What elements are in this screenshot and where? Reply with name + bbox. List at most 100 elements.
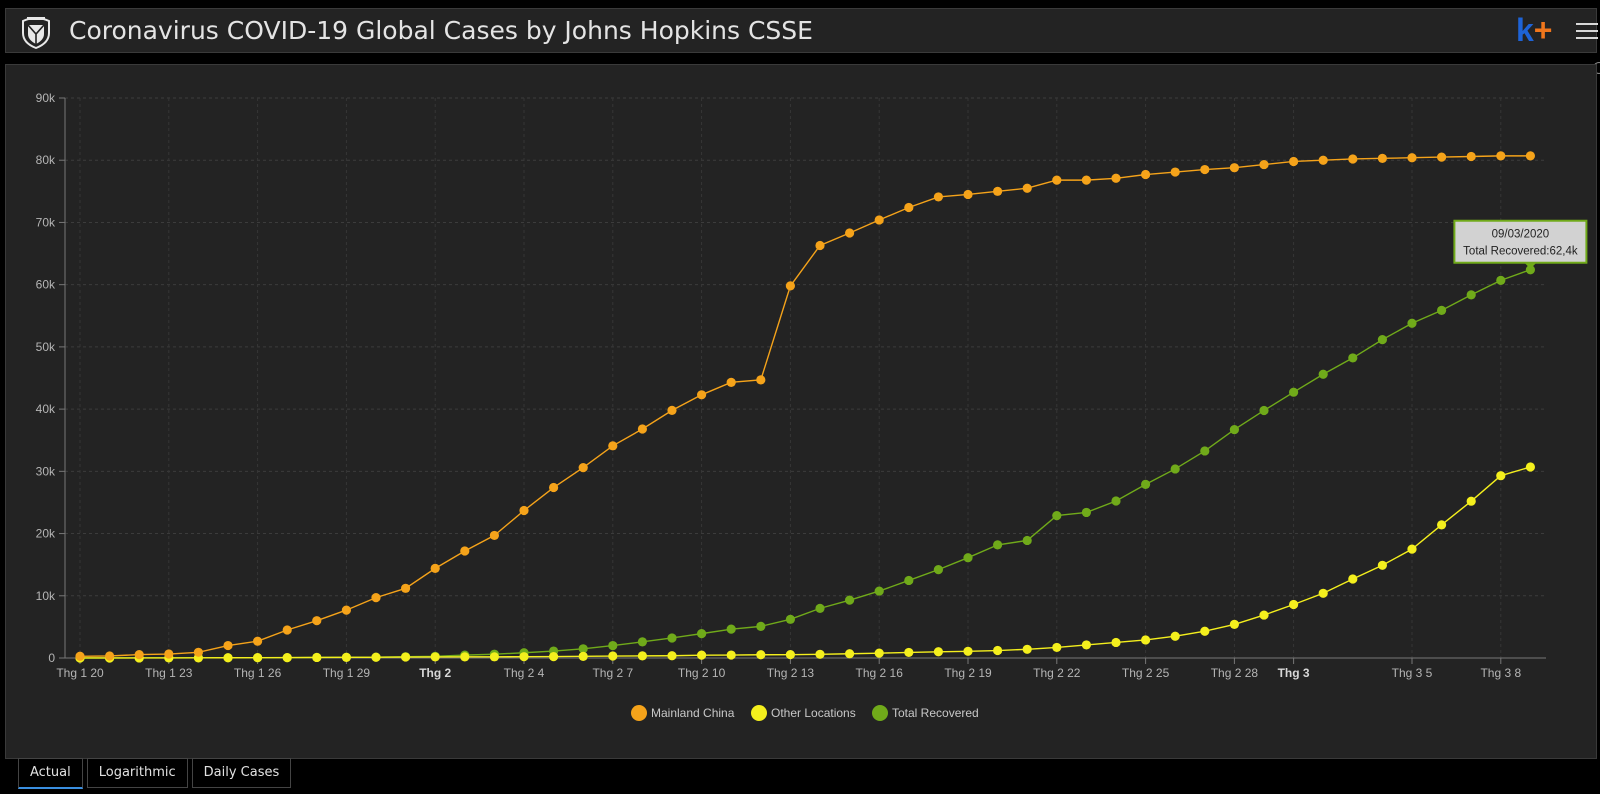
data-point-total-recovered[interactable]	[1111, 496, 1121, 506]
data-point-other-locations[interactable]	[1111, 637, 1121, 648]
data-point-total-recovered[interactable]	[1052, 510, 1062, 521]
data-point-other-locations[interactable]	[815, 649, 825, 659]
data-point-mainland-china[interactable]	[223, 640, 233, 651]
data-point-total-recovered[interactable]	[1170, 464, 1180, 474]
hamburger-menu-icon[interactable]	[1576, 19, 1598, 43]
data-point-total-recovered[interactable]	[608, 640, 618, 651]
data-point-other-locations[interactable]	[371, 652, 381, 662]
data-point-total-recovered[interactable]	[904, 575, 914, 586]
data-point-mainland-china[interactable]	[489, 530, 499, 541]
data-point-mainland-china[interactable]	[1407, 153, 1417, 163]
data-point-total-recovered[interactable]	[667, 633, 677, 643]
data-point-mainland-china[interactable]	[578, 463, 588, 473]
legend-marker-other-locations[interactable]	[751, 705, 767, 721]
data-point-mainland-china[interactable]	[253, 636, 263, 646]
data-point-other-locations[interactable]	[1525, 462, 1535, 472]
data-point-total-recovered[interactable]	[933, 565, 944, 575]
data-point-total-recovered[interactable]	[1525, 265, 1535, 275]
data-point-total-recovered[interactable]	[845, 595, 855, 605]
data-point-other-locations[interactable]	[460, 652, 470, 662]
data-point-other-locations[interactable]	[697, 650, 707, 660]
data-point-mainland-china[interactable]	[667, 405, 677, 415]
data-point-total-recovered[interactable]	[1496, 275, 1506, 285]
data-point-other-locations[interactable]	[1466, 496, 1476, 506]
data-point-mainland-china[interactable]	[785, 281, 796, 291]
data-point-other-locations[interactable]	[1170, 631, 1180, 641]
data-point-total-recovered[interactable]	[1081, 507, 1091, 518]
data-point-other-locations[interactable]	[1052, 642, 1062, 653]
data-point-mainland-china[interactable]	[1022, 183, 1032, 193]
data-point-other-locations[interactable]	[608, 651, 618, 661]
data-point-other-locations[interactable]	[401, 652, 411, 662]
data-point-other-locations[interactable]	[726, 650, 736, 660]
data-point-other-locations[interactable]	[489, 652, 499, 662]
data-point-total-recovered[interactable]	[785, 614, 796, 624]
data-point-mainland-china[interactable]	[549, 482, 559, 493]
data-point-other-locations[interactable]	[963, 646, 973, 656]
tab-actual[interactable]: Actual	[18, 758, 83, 789]
data-point-mainland-china[interactable]	[1170, 167, 1180, 177]
data-point-total-recovered[interactable]	[1437, 305, 1447, 315]
data-point-total-recovered[interactable]	[637, 637, 648, 647]
data-point-mainland-china[interactable]	[1141, 169, 1151, 180]
data-point-mainland-china[interactable]	[726, 377, 736, 387]
data-point-mainland-china[interactable]	[993, 186, 1003, 196]
legend-marker-total-recovered[interactable]	[872, 705, 888, 721]
data-point-other-locations[interactable]	[1141, 635, 1151, 645]
data-point-mainland-china[interactable]	[1052, 175, 1062, 185]
data-point-mainland-china[interactable]	[193, 647, 203, 657]
legend-label-total-recovered[interactable]: Total Recovered	[892, 706, 979, 720]
data-point-other-locations[interactable]	[253, 653, 263, 663]
legend-marker-mainland-china[interactable]	[631, 705, 647, 721]
data-point-mainland-china[interactable]	[697, 390, 707, 400]
data-point-mainland-china[interactable]	[1111, 173, 1121, 183]
data-point-other-locations[interactable]	[223, 653, 233, 663]
data-point-other-locations[interactable]	[1289, 599, 1299, 610]
data-point-mainland-china[interactable]	[637, 424, 648, 434]
data-point-mainland-china[interactable]	[1200, 164, 1210, 175]
data-point-other-locations[interactable]	[933, 647, 944, 657]
data-point-other-locations[interactable]	[341, 652, 351, 662]
tab-daily-cases[interactable]: Daily Cases	[191, 758, 292, 788]
data-point-other-locations[interactable]	[667, 651, 677, 661]
data-point-total-recovered[interactable]	[1407, 318, 1417, 328]
data-point-other-locations[interactable]	[578, 651, 588, 661]
data-point-total-recovered[interactable]	[1348, 353, 1358, 363]
data-point-other-locations[interactable]	[1200, 626, 1210, 636]
data-point-mainland-china[interactable]	[341, 605, 351, 615]
data-point-mainland-china[interactable]	[608, 441, 618, 451]
data-point-mainland-china[interactable]	[815, 240, 825, 251]
tab-logarithmic[interactable]: Logarithmic	[86, 758, 188, 788]
data-point-other-locations[interactable]	[1377, 560, 1387, 570]
data-point-other-locations[interactable]	[282, 653, 292, 663]
data-point-other-locations[interactable]	[1081, 640, 1091, 650]
data-point-mainland-china[interactable]	[371, 593, 381, 603]
data-point-other-locations[interactable]	[1318, 588, 1328, 598]
data-point-mainland-china[interactable]	[933, 192, 944, 202]
data-point-other-locations[interactable]	[1229, 619, 1239, 630]
data-point-mainland-china[interactable]	[401, 583, 411, 593]
data-point-mainland-china[interactable]	[1348, 154, 1358, 164]
data-point-total-recovered[interactable]	[1289, 387, 1299, 397]
data-point-total-recovered[interactable]	[726, 624, 736, 634]
data-point-other-locations[interactable]	[904, 647, 914, 658]
data-point-mainland-china[interactable]	[519, 505, 529, 516]
data-point-total-recovered[interactable]	[697, 629, 707, 639]
data-point-other-locations[interactable]	[756, 650, 766, 660]
data-point-other-locations[interactable]	[549, 651, 559, 662]
data-point-mainland-china[interactable]	[1259, 159, 1269, 170]
data-point-other-locations[interactable]	[1496, 471, 1506, 481]
data-point-mainland-china[interactable]	[1377, 153, 1387, 163]
data-point-mainland-china[interactable]	[1466, 151, 1476, 162]
data-point-total-recovered[interactable]	[1229, 424, 1239, 435]
legend-label-other-locations[interactable]: Other Locations	[771, 706, 856, 720]
data-point-total-recovered[interactable]	[1318, 369, 1328, 379]
data-point-other-locations[interactable]	[430, 652, 440, 662]
data-point-mainland-china[interactable]	[430, 563, 440, 573]
data-point-total-recovered[interactable]	[756, 621, 766, 631]
data-point-mainland-china[interactable]	[1081, 175, 1091, 185]
data-point-mainland-china[interactable]	[164, 649, 174, 659]
data-point-other-locations[interactable]	[1259, 610, 1269, 620]
data-point-mainland-china[interactable]	[963, 189, 973, 200]
data-point-other-locations[interactable]	[312, 652, 322, 663]
